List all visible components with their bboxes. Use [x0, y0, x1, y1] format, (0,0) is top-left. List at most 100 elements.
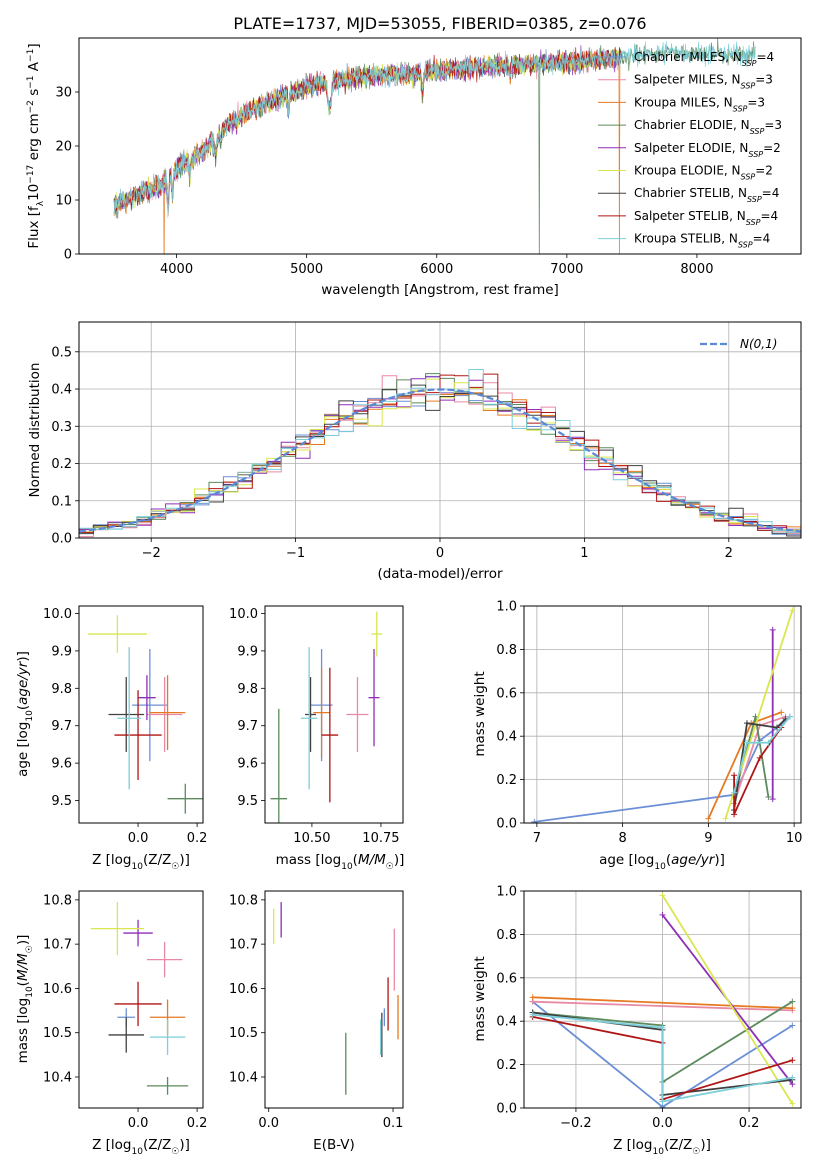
- weight-marker: [659, 1103, 666, 1108]
- legend-label: Kroupa ELODIE, NSSP=2: [634, 164, 773, 182]
- x-tick-label: 8: [618, 831, 626, 846]
- weight-marker: [531, 818, 538, 823]
- y-tick-label: 10.5: [229, 1026, 258, 1041]
- y-tick-label: 1.0: [496, 885, 517, 900]
- plot-area-residuals: [79, 369, 801, 538]
- plot-area-age_vs_Z: [87, 615, 203, 814]
- plot-area-weight_vs_age: [531, 607, 796, 823]
- y-tick-label: 30: [55, 86, 72, 101]
- axes-frame: [78, 321, 802, 539]
- axes-frame: [523, 605, 802, 824]
- axes-weight_vs_age: 7 8 9 10 0.0 0.2 0.4 0.6 0.8 1.0: [496, 600, 802, 847]
- y-tick-label: 9.8: [51, 682, 72, 697]
- x-axis-label: Z [log10(Z/Z☉)]: [92, 852, 190, 872]
- x-axis-label: Z [log10(Z/Z☉)]: [613, 1137, 711, 1157]
- x-tick-label: 0.0: [652, 1116, 673, 1131]
- x-tick-label: 1: [580, 546, 588, 561]
- legend-label: Salpeter STELIB, NSSP=4: [634, 209, 778, 227]
- x-tick-label: 9: [704, 831, 712, 846]
- y-tick-label: 9.9: [51, 644, 72, 659]
- weight-marker: [659, 1098, 666, 1105]
- x-tick-label: −2: [142, 546, 161, 561]
- weight-marker: [786, 713, 793, 720]
- x-tick-label: 0.0: [128, 1116, 149, 1131]
- normal-reference-curve: [79, 388, 801, 533]
- y-tick-label: 10.8: [229, 893, 258, 908]
- y-tick-label: 0.3: [51, 420, 72, 435]
- x-tick-label: −0.2: [560, 1116, 592, 1131]
- y-tick-label: 10.7: [229, 938, 258, 953]
- weight-line-salpeter-miles: [532, 1000, 793, 1012]
- weight-marker: [789, 998, 796, 1005]
- legend-label: Chabrier MILES, NSSP=4: [634, 50, 774, 68]
- weight-marker: [743, 739, 750, 746]
- weight-marker: [765, 739, 772, 746]
- plot-area-age_vs_mass: [270, 611, 383, 823]
- y-axis-label: Flux [fλ10−17 erg cm−2 s−1 A−1]: [26, 43, 46, 248]
- spectrum-line-salpeter-stelib: [113, 47, 622, 212]
- y-tick-label: 9.8: [237, 682, 258, 697]
- x-tick-label: 0.1: [383, 1116, 404, 1131]
- y-tick-label: 0: [64, 248, 72, 263]
- x-axis-label: age [log10(age/yr)]: [599, 852, 725, 872]
- weight-line-kroupa-miles: [707, 711, 782, 820]
- y-tick-label: 10.0: [43, 607, 72, 622]
- y-tick-label: 9.7: [237, 719, 258, 734]
- weight-marker: [765, 793, 772, 800]
- y-tick-label: 0.8: [496, 928, 517, 943]
- axes-mass_vs_ebv: 0.0 0.1 10.4 10.5 10.6 10.7 10.8: [229, 890, 404, 1131]
- y-tick-label: 0.1: [51, 494, 72, 509]
- y-tick-label: 0.2: [496, 1058, 517, 1073]
- y-tick-label: 0.2: [51, 457, 72, 472]
- x-tick-label: 0.0: [128, 831, 149, 846]
- y-tick-label: 10.8: [43, 893, 72, 908]
- y-tick-label: 9.6: [237, 757, 258, 772]
- legend-label: Salpeter ELODIE, NSSP=2: [634, 141, 781, 159]
- y-tick-label: 0.4: [496, 730, 517, 745]
- y-tick-label: 9.7: [51, 719, 72, 734]
- y-tick-label: 1.0: [496, 600, 517, 615]
- y-axis-label: age [log10(age/yr)]: [15, 651, 35, 777]
- axes-frame: [264, 605, 404, 824]
- y-tick-label: 9.9: [237, 644, 258, 659]
- axes-mass_vs_Z: 0.0 0.2 10.4 10.5 10.6 10.7 10.8: [43, 890, 207, 1131]
- legend-label: Salpeter MILES, NSSP=3: [634, 73, 773, 91]
- x-tick-label: −1: [286, 546, 305, 561]
- weight-marker: [731, 811, 738, 818]
- axes-residuals: −2 −1 0 1 2 0.0 0.1 0.2 0.3 0.4 0.5 N(0,1): [51, 321, 802, 561]
- axes-frame: [264, 890, 404, 1109]
- x-tick-label: 8000: [680, 262, 713, 277]
- y-tick-label: 10: [55, 194, 72, 209]
- x-tick-label: 5000: [290, 262, 323, 277]
- legend-label: Chabrier STELIB, NSSP=4: [634, 186, 779, 204]
- x-tick-label: 6000: [420, 262, 453, 277]
- plot-area-weight_vs_Z: [529, 892, 796, 1108]
- x-tick-label: 7: [533, 831, 541, 846]
- y-tick-label: 0.0: [496, 817, 517, 832]
- legend-label: Kroupa STELIB, NSSP=4: [634, 232, 770, 250]
- weight-marker: [756, 754, 763, 761]
- y-tick-label: 0.4: [496, 1015, 517, 1030]
- x-axis-label: wavelength [Angstrom, rest frame]: [321, 282, 559, 298]
- y-tick-label: 0.0: [496, 1102, 517, 1117]
- y-axis-label: mass weight: [472, 956, 488, 1041]
- y-tick-label: 9.5: [237, 794, 258, 809]
- weight-marker: [789, 1100, 796, 1107]
- weight-marker: [659, 892, 666, 899]
- y-axis-label: mass weight: [472, 671, 488, 756]
- x-tick-label: 10: [786, 831, 803, 846]
- weight-marker: [789, 1005, 796, 1012]
- plot-area-mass_vs_Z: [90, 902, 189, 1095]
- y-tick-label: 0.5: [51, 345, 72, 360]
- legend-label: Kroupa MILES, NSSP=3: [634, 95, 765, 113]
- axes-spectrum: 4000 5000 6000 7000 8000 0 10 20 30 Chabrier MILE…: [55, 37, 802, 277]
- weight-marker: [722, 815, 729, 822]
- axes-frame: [78, 605, 204, 824]
- x-tick-label: 10.50: [293, 831, 330, 846]
- weight-line-kroupa-elodie: [661, 894, 794, 1105]
- plot-area-mass_vs_ebv: [273, 902, 399, 1095]
- y-tick-label: 0.6: [496, 971, 517, 986]
- y-tick-label: 10.6: [229, 982, 258, 997]
